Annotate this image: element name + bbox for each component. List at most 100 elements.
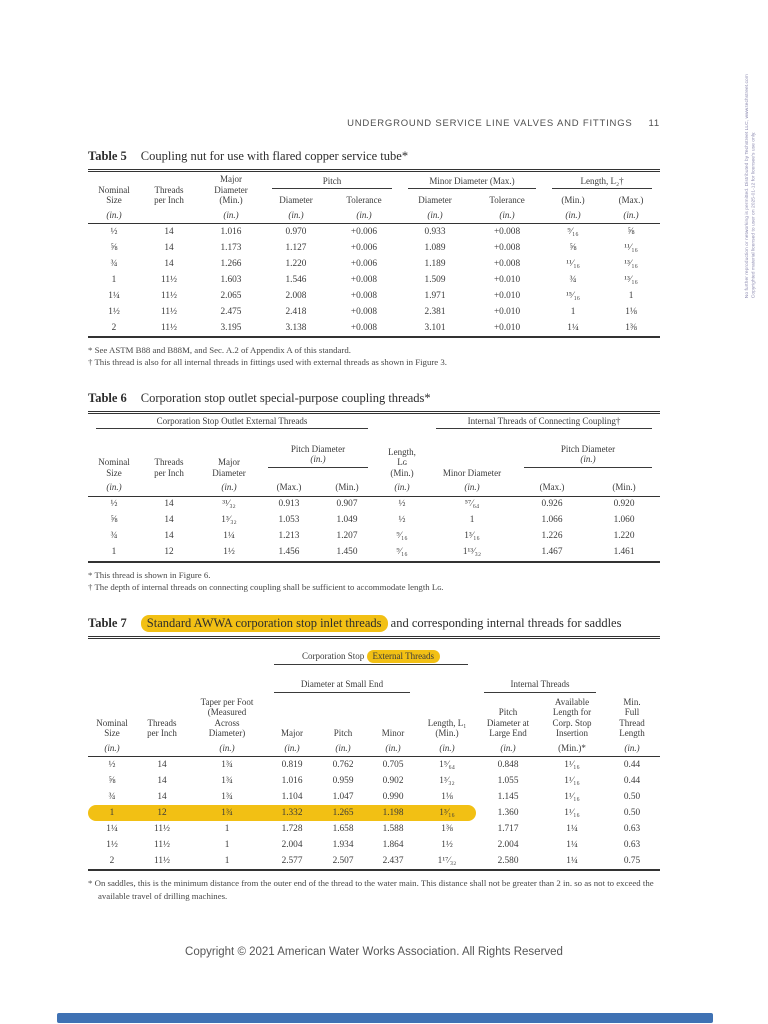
spacer-header [88,677,266,695]
table-cell: 1¾ [188,805,267,822]
table-row: 1½ 11½ 1 2.004 1.934 1.864 1½ 2.004 1¼ 0.63 [88,837,660,853]
table-cell: 1.053 [278,515,300,526]
table-cell: +0.008 [493,226,521,237]
table-cell: +0.006 [350,226,378,237]
unit-header: (Min.)* [540,741,605,758]
table-cell: +0.008 [350,290,378,301]
table-cell: 14 [164,258,174,269]
column-header: Length, Lɢ (Min.) [388,446,416,478]
table-cell: 14 [157,791,167,802]
table-cell: 2 [111,322,117,333]
table-cell: 1.016 [281,775,303,786]
table-cell: 0.970 [285,226,307,237]
table-row: ½ 14 ³¹⁄₃₂ 0.913 0.907 ½ ⁵⁷⁄₆₄ 0.926 0.920 [88,497,660,513]
table-cell: 14 [164,499,174,510]
table-cell: 1.546 [285,274,307,285]
table-cell: 2.507 [332,855,354,866]
table-cell: 3.138 [285,322,307,333]
table-cell: +0.008 [493,258,521,269]
table-cell: 1⅛ [625,306,637,317]
table-cell: 1¹⁄₁₆ [564,791,580,802]
table-cell: 1.360 [497,807,519,818]
column-header: Threads per Inch [147,717,177,739]
table6-caption: Corporation stop outlet special-purpose … [140,390,431,405]
table-cell: 1¼ [108,290,120,301]
table-cell: 1½ [106,839,118,850]
table-cell: 1.658 [332,823,354,834]
table-row: ¾ 14 1¾ 1.104 1.047 0.990 1⅛ 1.145 1¹⁄₁₆ 0.50 [88,789,660,805]
table-cell: 0.920 [613,499,635,510]
table-cell: 0.926 [541,499,563,510]
table-cell: 0.959 [332,775,354,786]
table-cell: 1³⁄₁₆ [418,805,477,822]
table-cell: 0.933 [424,226,446,237]
table-cell: 0.44 [623,775,641,786]
table-cell: ⅝ [108,775,116,786]
table-cell: 0.44 [623,759,641,770]
table-cell: 1 [224,855,230,866]
table-cell: 1¼ [567,322,579,333]
table-cell: 1 [111,547,117,558]
table-cell: 11½ [154,855,170,866]
table5-footnotes: * See ASTM B88 and B88M, and Sec. A.2 of… [88,344,660,369]
table-cell: 1¹⁄₁₆ [564,775,580,786]
table-cell: +0.008 [493,242,521,253]
table-cell: 1.066 [541,515,563,526]
column-group-header: Internal Threads of Connecting Coupling† [428,414,660,432]
table-cell: 1 [224,823,230,834]
table7-caption-highlighted: Standard AWWA corporation stop inlet thr… [140,614,388,632]
table-cell: ⁹⁄₁₆ [567,226,579,237]
table-cell: ½ [110,499,118,510]
table-cell: ⁵⁷⁄₆₄ [464,499,480,510]
table-cell: 1¼ [106,823,118,834]
table-cell: ¾ [110,258,118,269]
table5-title: Table 5 Coupling nut for use with flared … [88,148,660,164]
spacer-header [604,677,660,695]
unit-header: (in.) [602,208,661,224]
table-cell: +0.010 [493,274,521,285]
table-cell: 2.004 [281,839,303,850]
table-cell: ⅝ [627,226,635,237]
table-cell: ½ [398,499,406,510]
unit-header [140,480,198,497]
column-header: Taper per Foot (Measured Across Diameter… [200,696,254,739]
column-header: Min. Full Thread Length [619,696,645,739]
table-cell: 14 [164,242,174,253]
table-cell: 1.173 [220,242,242,253]
table-cell: 1.603 [220,274,242,285]
table6-label: Table 6 [88,390,127,405]
table-cell: 0.63 [623,839,641,850]
table-cell: 1⅜ [441,823,453,834]
table-row: 1 11½ 1.603 1.546 +0.008 1.509 +0.010 ¾ ¹³⁄₁₆ [88,272,660,288]
table-cell: 14 [164,531,174,542]
table-row: ½ 14 1¾ 0.819 0.762 0.705 1⁵⁄₆₄ 0.848 1¹⁄₁₆ 0.44 [88,757,660,773]
table-cell: 2.065 [220,290,242,301]
column-header: Minor [381,728,405,739]
table-cell: 1.198 [368,805,419,822]
table-cell: 1.450 [336,547,358,558]
table7-title: Table 7 Standard AWWA corporation stop in… [88,614,660,632]
table7-caption: and corresponding internal threads for s… [387,615,622,630]
table-cell: 2.004 [497,839,519,850]
table-cell: 0.762 [332,759,354,770]
table-cell: 1½ [223,547,235,558]
copyright-line: Copyright © 2021 American Water Works As… [185,946,563,959]
unit-header: (in.) [266,741,319,758]
table-cell: ⅝ [110,515,118,526]
table-cell: 11½ [154,823,170,834]
column-header: (Min.) [561,195,585,205]
table-row: 1¼ 11½ 1 1.728 1.658 1.588 1⅜ 1.717 1¼ 0.63 [88,821,660,837]
unit-header [140,208,198,224]
table-cell: 1³⁄₃₂ [221,515,237,526]
table-cell: 14 [164,226,174,237]
table-cell: 12 [164,547,174,558]
table-row: 2 11½ 1 2.577 2.507 2.437 1¹⁷⁄₃₂ 2.580 1¼ 0.75 [88,853,660,869]
table-cell: ⁹⁄₁₆ [396,531,408,542]
table-cell: 0.819 [281,759,303,770]
table-cell: ⁹⁄₁₆ [396,547,408,558]
column-header: Threads per Inch [154,457,184,478]
unit-header: (in.) [400,208,471,224]
table-cell: +0.010 [493,306,521,317]
column-group-header: Length, L₂† [544,172,660,191]
